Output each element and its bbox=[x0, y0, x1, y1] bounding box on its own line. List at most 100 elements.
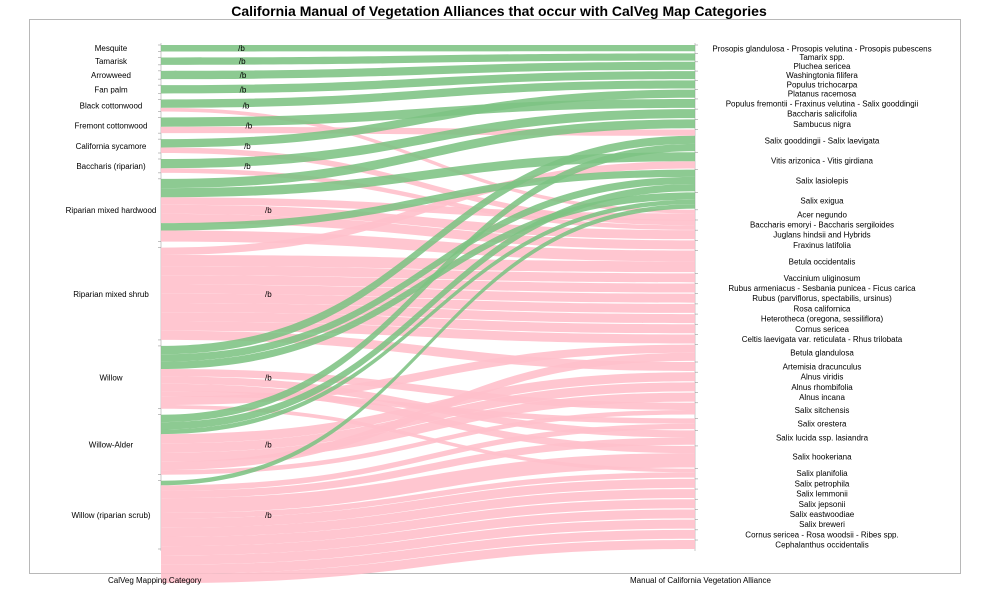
flow-willow-riparian-scrub-to-salix-hookeriana bbox=[161, 453, 695, 513]
flow-black-cottonwood-to-acer-negundo bbox=[161, 107, 695, 214]
flow-tamarisk-to-tamarix-spp bbox=[161, 53, 695, 65]
flow-willow-riparian-scrub-to-cephalanthus-occidentalis bbox=[161, 540, 695, 584]
target-label-rubus-parviflorus-spectabilis-ursinus: Rubus (parviflorus, spectabilis, ursinus… bbox=[752, 294, 892, 303]
flow-riparian-mixed-shrub-to-betula-occidentalis bbox=[161, 255, 695, 273]
flow-willow-riparian-scrub-to-salix-eastwoodiae bbox=[161, 509, 695, 556]
flow-label: /b bbox=[243, 101, 250, 110]
source-label-willow-alder: Willow-Alder bbox=[89, 441, 134, 450]
flow-arrowweed-to-pluchea-sericea bbox=[161, 61, 695, 80]
flow-label: /b bbox=[240, 71, 247, 80]
source-label-willow-riparian-scrub: Willow (riparian scrub) bbox=[71, 511, 150, 520]
flow-label: /b bbox=[265, 441, 272, 450]
source-label-willow: Willow bbox=[99, 373, 122, 382]
left-axis-label: CalVeg Mapping Category bbox=[108, 576, 202, 585]
source-label-california-sycamore: California sycamore bbox=[76, 142, 147, 151]
flow-willow-riparian-scrub-to-salix-lemmonii bbox=[161, 489, 695, 537]
source-label-arrowweed: Arrowweed bbox=[91, 71, 131, 80]
flow-riparian-mixed-hardwood-to-sambucus-nigra bbox=[161, 119, 695, 189]
target-label-acer-negundo: Acer negundo bbox=[797, 210, 847, 219]
flow-mesquite-to-prosopis-glandulosa-prosopis-velutina-prosopis-pubescens bbox=[161, 45, 695, 52]
flow-willow-riparian-scrub-to-salix-petrophila bbox=[161, 478, 695, 528]
target-label-salix-hookeriana: Salix hookeriana bbox=[792, 453, 852, 462]
flow-willow-to-salix-gooddingii-salix-laevigata bbox=[161, 135, 695, 355]
flow-willow-riparian-scrub-to-salix-breweri bbox=[161, 519, 695, 565]
target-label-betula-glandulosa: Betula glandulosa bbox=[790, 349, 854, 358]
flow-label: /b bbox=[265, 373, 272, 382]
flow-label: /b bbox=[240, 85, 247, 94]
target-label-salix-eastwoodiae: Salix eastwoodiae bbox=[790, 510, 855, 519]
target-label-salix-lucida-ssp-lasiandra: Salix lucida ssp. lasiandra bbox=[776, 434, 869, 443]
target-label-salix-orestera: Salix orestera bbox=[798, 420, 847, 429]
source-label-tamarisk: Tamarisk bbox=[95, 57, 128, 66]
right-axis-label: Manual of California Vegetation Alliance bbox=[630, 576, 771, 585]
flow-fan-palm-to-washingtonia-filifera bbox=[161, 71, 695, 94]
flow-label: /b bbox=[239, 57, 246, 66]
target-label-cornus-sericea: Cornus sericea bbox=[795, 325, 849, 334]
flow-willow-alder-to-salix-gooddingii-salix-laevigata bbox=[161, 143, 695, 423]
target-label-salix-exigua: Salix exigua bbox=[800, 197, 844, 206]
source-label-fan-palm: Fan palm bbox=[94, 85, 128, 94]
target-label-artemisia-dracunculus: Artemisia dracunculus bbox=[783, 363, 862, 372]
target-label-alnus-rhombifolia: Alnus rhombifolia bbox=[791, 383, 853, 392]
target-label-salix-gooddingii-salix-laevigata: Salix gooddingii - Salix laevigata bbox=[765, 136, 880, 145]
target-label-cornus-sericea-rosa-woodsii-ribes-spp: Cornus sericea - Rosa woodsii - Ribes sp… bbox=[745, 530, 898, 539]
flow-willow-to-salix-planifolia bbox=[161, 405, 695, 473]
flow-willow-alder-to-salix-exigua bbox=[161, 199, 695, 435]
flow-willow-riparian-scrub-to-salix-lucida-ssp-lasiandra bbox=[161, 437, 695, 499]
flow-label: /b bbox=[244, 162, 251, 171]
target-label-salix-lemmonii: Salix lemmonii bbox=[796, 490, 848, 499]
target-label-vitis-arizonica-vitis-girdiana: Vitis arizonica - Vitis girdiana bbox=[771, 156, 874, 165]
target-label-rubus-armeniacus-sesbania-punicea-ficus-carica: Rubus armeniacus - Sesbania punicea - Fi… bbox=[728, 284, 916, 293]
plot-frame bbox=[29, 19, 961, 574]
target-label-alnus-incana: Alnus incana bbox=[799, 393, 845, 402]
flow-label: /b bbox=[238, 44, 245, 53]
flow-label: /b bbox=[244, 142, 251, 151]
flow-willow-alder-to-alnus-incana bbox=[161, 392, 695, 462]
flow-california-sycamore-to-platanus-racemosa bbox=[161, 89, 695, 148]
source-label-riparian-mixed-shrub: Riparian mixed shrub bbox=[73, 290, 149, 299]
target-label-sambucus-nigra: Sambucus nigra bbox=[793, 120, 851, 129]
source-label-riparian-mixed-hardwood: Riparian mixed hardwood bbox=[66, 206, 157, 215]
flow-label: /b bbox=[265, 290, 272, 299]
flow-willow-alder-to-salix-lasiolepis bbox=[161, 184, 695, 430]
source-label-mesquite: Mesquite bbox=[95, 44, 128, 53]
flow-baccharis-riparian-to-baccharis-salicifolia bbox=[161, 109, 695, 169]
flow-riparian-mixed-shrub-to-vaccinium-uliginosum bbox=[161, 266, 695, 283]
target-label-salix-petrophila: Salix petrophila bbox=[795, 479, 850, 488]
flow-riparian-mixed-hardwood-to-juglans-hindsii-and-hybrids bbox=[161, 204, 695, 240]
flow-willow-riparian-scrub-to-salix-exigua bbox=[161, 204, 695, 486]
target-label-alnus-viridis: Alnus viridis bbox=[801, 373, 844, 382]
target-label-juglans-hindsii-and-hybrids: Juglans hindsii and Hybrids bbox=[773, 231, 870, 240]
flow-riparian-mixed-hardwood-to-salix-lasiolepis bbox=[161, 169, 695, 231]
flow-riparian-mixed-shrub-to-vitis-arizonica-vitis-girdiana bbox=[161, 161, 695, 255]
flow-fremont-cottonwood-to-populus-fremontii-fraxinus-velutina-salix-gooddingii bbox=[161, 98, 695, 127]
target-label-baccharis-emoryi-baccharis-sergiloides: Baccharis emoryi - Baccharis sergiloides bbox=[750, 220, 894, 229]
flow-willow-alder-to-betula-glandulosa bbox=[161, 352, 695, 471]
flow-willow-to-betula-glandulosa bbox=[161, 344, 695, 405]
flow-label: /b bbox=[265, 206, 272, 215]
target-label-populus-fremontii-fraxinus-velutina-salix-gooddingii: Populus fremontii - Fraxinus velutina - … bbox=[726, 99, 919, 108]
target-label-baccharis-salicifolia: Baccharis salicifolia bbox=[787, 110, 857, 119]
target-label-vaccinium-uliginosum: Vaccinium uliginosum bbox=[784, 274, 861, 283]
flow-black-cottonwood-to-populus-trichocarpa bbox=[161, 80, 695, 108]
flow-california-sycamore-to-baccharis-emoryi-baccharis-sergiloides bbox=[161, 147, 695, 226]
target-label-platanus-racemosa: Platanus racemosa bbox=[788, 90, 857, 99]
flow-willow-to-salix-lasiolepis bbox=[161, 176, 695, 362]
target-label-cephalanthus-occidentalis: Cephalanthus occidentalis bbox=[775, 541, 868, 550]
flow-riparian-mixed-shrub-to-cornus-sericea bbox=[161, 312, 695, 334]
flow-willow-alder-to-alnus-rhombifolia bbox=[161, 382, 695, 453]
source-label-baccharis-riparian: Baccharis (riparian) bbox=[76, 162, 146, 171]
source-label-fremont-cottonwood: Fremont cottonwood bbox=[75, 121, 148, 130]
chart-title: California Manual of Vegetation Alliance… bbox=[231, 3, 767, 19]
target-label-salix-planifolia: Salix planifolia bbox=[796, 469, 848, 478]
target-label-salix-sitchensis: Salix sitchensis bbox=[795, 406, 850, 415]
source-label-black-cottonwood: Black cottonwood bbox=[80, 101, 143, 110]
flow-willow-riparian-scrub-to-cornus-sericea-rosa-woodsii-ribes-spp bbox=[161, 529, 695, 574]
target-label-pluchea-sericea: Pluchea sericea bbox=[794, 62, 851, 71]
flow-riparian-mixed-shrub-to-heterotheca-oregona-sessiliflora bbox=[161, 303, 695, 324]
flow-willow-riparian-scrub-to-salix-jepsonii bbox=[161, 499, 695, 547]
target-label-salix-lasiolepis: Salix lasiolepis bbox=[796, 176, 848, 185]
target-label-prosopis-glandulosa-prosopis-velutina-prosopis-pubescens: Prosopis glandulosa - Prosopis velutina … bbox=[712, 45, 931, 54]
flow-willow-riparian-scrub-to-salix-orestera bbox=[161, 423, 695, 491]
